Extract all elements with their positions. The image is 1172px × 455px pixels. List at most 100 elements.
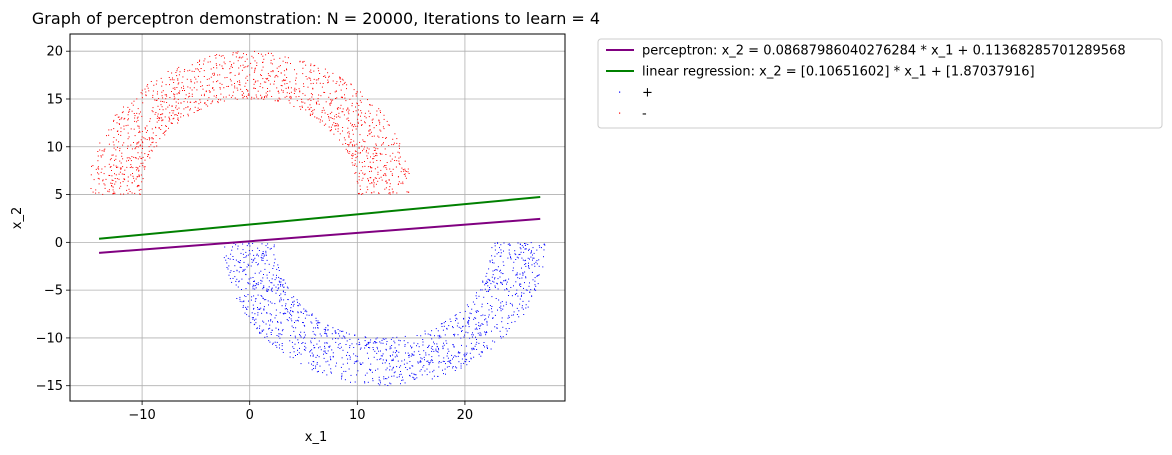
scatter-point — [515, 254, 517, 256]
scatter-point — [281, 345, 283, 347]
scatter-point — [216, 54, 218, 56]
scatter-point — [117, 116, 119, 118]
scatter-point — [421, 374, 423, 376]
scatter-point — [317, 98, 319, 100]
scatter-point — [278, 335, 280, 337]
scatter-point — [261, 96, 263, 98]
scatter-point — [455, 366, 456, 368]
scatter-point — [398, 344, 400, 346]
scatter-point — [372, 349, 374, 351]
scatter-point — [447, 352, 448, 354]
scatter-point — [369, 133, 371, 135]
scatter-point — [123, 193, 125, 195]
scatter-point — [151, 110, 153, 112]
scatter-point — [360, 119, 362, 121]
scatter-point — [404, 382, 406, 384]
scatter-point — [514, 253, 516, 255]
scatter-point — [108, 163, 110, 165]
scatter-point — [197, 75, 199, 77]
scatter-point — [362, 362, 364, 364]
scatter-point — [427, 347, 429, 348]
scatter-point — [456, 325, 458, 327]
scatter-point — [367, 381, 369, 383]
scatter-point — [405, 367, 407, 368]
scatter-point — [149, 157, 151, 159]
scatter-point — [390, 160, 392, 162]
scatter-point — [282, 351, 284, 353]
scatter-point — [137, 108, 139, 110]
scatter-point — [112, 141, 114, 143]
scatter-point — [148, 146, 150, 148]
scatter-point — [126, 185, 128, 187]
scatter-point — [380, 358, 382, 360]
scatter-point — [428, 354, 430, 356]
scatter-point — [315, 365, 317, 367]
scatter-point — [254, 67, 256, 69]
scatter-point — [299, 60, 301, 62]
scatter-point — [494, 285, 496, 287]
scatter-point — [259, 325, 261, 327]
scatter-point — [436, 346, 438, 348]
scatter-point — [490, 283, 492, 285]
scatter-point — [171, 105, 173, 107]
scatter-point — [308, 109, 310, 111]
scatter-point — [487, 285, 489, 287]
scatter-point — [237, 261, 239, 263]
scatter-point — [467, 332, 469, 334]
scatter-point — [336, 107, 338, 109]
scatter-point — [120, 127, 122, 129]
scatter-point — [253, 97, 255, 99]
scatter-point — [483, 344, 484, 346]
scatter-point — [219, 88, 221, 90]
scatter-point — [173, 95, 175, 97]
scatter-point — [295, 96, 297, 98]
scatter-point — [340, 96, 342, 98]
scatter-point — [511, 321, 513, 323]
scatter-point — [374, 168, 376, 170]
scatter-point — [292, 311, 294, 313]
scatter-point — [227, 268, 229, 270]
scatter-point — [251, 96, 253, 98]
scatter-point — [113, 147, 115, 149]
scatter-point — [502, 336, 504, 338]
scatter-point — [261, 257, 263, 259]
scatter-point — [303, 331, 305, 333]
scatter-point — [263, 308, 265, 310]
scatter-point — [248, 242, 250, 244]
scatter-point — [135, 166, 137, 168]
scatter-point — [170, 115, 172, 116]
scatter-point — [516, 272, 518, 274]
scatter-point — [228, 85, 229, 87]
scatter-point — [127, 119, 129, 121]
scatter-point — [345, 344, 347, 345]
scatter-point — [508, 278, 510, 280]
scatter-point — [194, 82, 196, 84]
scatter-point — [112, 154, 114, 156]
scatter-point — [313, 333, 315, 335]
scatter-point — [227, 257, 229, 259]
scatter-point — [538, 274, 540, 276]
scatter-point — [155, 112, 157, 113]
scatter-point — [380, 355, 382, 357]
scatter-point — [382, 338, 384, 340]
scatter-point — [101, 150, 103, 152]
scatter-point — [385, 137, 387, 138]
scatter-point — [358, 344, 360, 346]
scatter-point — [283, 279, 285, 281]
scatter-point — [487, 303, 489, 304]
scatter-point — [200, 86, 202, 87]
scatter-point — [391, 144, 393, 146]
scatter-point — [335, 123, 337, 124]
scatter-point — [292, 305, 294, 307]
scatter-point — [346, 84, 348, 86]
scatter-point — [122, 144, 124, 146]
scatter-point — [240, 57, 242, 59]
scatter-point — [142, 141, 143, 143]
scatter-point — [219, 82, 221, 84]
scatter-point — [139, 156, 141, 158]
scatter-point — [138, 125, 140, 127]
scatter-point — [482, 324, 484, 325]
scatter-point — [243, 261, 245, 263]
scatter-point — [422, 344, 424, 346]
scatter-point — [138, 113, 140, 115]
